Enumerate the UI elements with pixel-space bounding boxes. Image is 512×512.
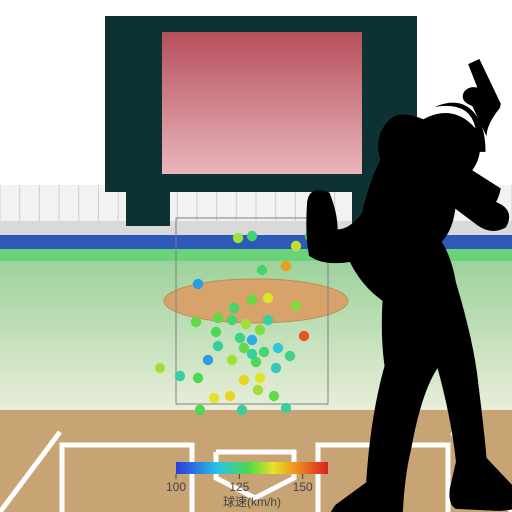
- svg-text:100: 100: [166, 480, 186, 494]
- legend-label: 球速(km/h): [223, 495, 281, 509]
- svg-text:150: 150: [293, 480, 313, 494]
- svg-text:125: 125: [229, 480, 249, 494]
- pitch-chart: 100 125 150 球速(km/h): [0, 0, 512, 512]
